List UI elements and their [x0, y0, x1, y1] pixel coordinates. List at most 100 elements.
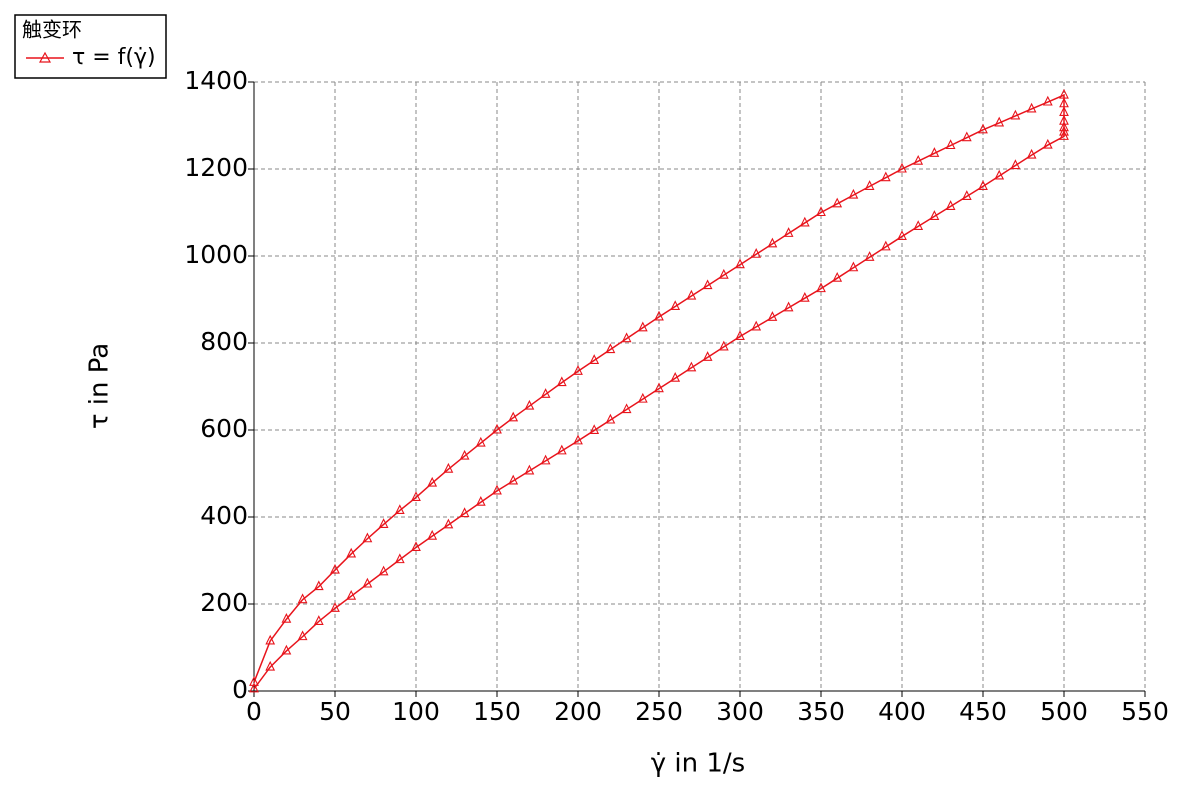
data-point: [492, 484, 502, 495]
data-point: [702, 351, 713, 361]
data-point: [961, 190, 972, 200]
data-point: [799, 216, 810, 227]
data-point: [524, 464, 535, 475]
data-point: [378, 518, 389, 528]
data-point: [492, 423, 502, 434]
legend-marker: [38, 51, 52, 63]
data-point: [735, 330, 745, 341]
data-point: [1059, 114, 1069, 125]
data-point: [670, 300, 681, 311]
data-point: [330, 602, 340, 612]
data-point: [718, 268, 729, 279]
x-tick-label: 500: [1040, 697, 1088, 726]
data-point: [556, 376, 567, 387]
data-point: [702, 279, 713, 290]
data-point: [1059, 130, 1069, 140]
data-point: [751, 248, 762, 258]
data-point: [783, 227, 794, 237]
data-point: [605, 413, 616, 424]
data-point: [249, 676, 259, 686]
y-axis-label: τ in Pa: [85, 343, 115, 429]
y-tick-label: 1400: [184, 66, 248, 95]
y-tick-label: 0: [232, 675, 248, 704]
data-point: [864, 180, 875, 190]
data-point: [637, 392, 648, 403]
y-tick-label: 1000: [184, 240, 248, 269]
data-point: [556, 444, 567, 455]
data-point: [362, 532, 373, 543]
data-point: [751, 320, 762, 331]
data-point: [508, 411, 519, 422]
data-point: [994, 116, 1005, 127]
x-tick-label: 550: [1121, 697, 1169, 726]
data-point: [281, 612, 292, 623]
data-point: [1059, 125, 1069, 136]
data-point: [427, 476, 438, 487]
data-point: [621, 332, 632, 343]
data-point: [945, 139, 956, 150]
data-point: [605, 343, 616, 354]
data-point: [880, 240, 891, 251]
data-point: [1026, 102, 1037, 113]
y-tick-label: 800: [200, 327, 248, 356]
x-tick-label: 250: [635, 697, 683, 726]
data-point: [832, 271, 843, 282]
data-point: [1042, 138, 1053, 149]
x-tick-label: 50: [319, 697, 351, 726]
data-point: [654, 382, 664, 393]
data-line: [253, 93, 1065, 690]
data-point: [524, 399, 535, 410]
data-point: [394, 553, 405, 564]
data-point: [540, 454, 551, 465]
data-point: [508, 474, 519, 485]
data-point: [913, 220, 924, 230]
data-point: [897, 162, 907, 173]
data-point: [897, 230, 907, 240]
data-point: [994, 169, 1005, 180]
data-point: [864, 251, 875, 261]
data-point: [799, 291, 810, 302]
x-tick-label: 450: [959, 697, 1007, 726]
data-point: [475, 495, 486, 506]
data-point: [540, 388, 551, 398]
y-tick-label: 400: [200, 501, 248, 530]
data-point: [589, 354, 600, 364]
legend-box: [14, 14, 167, 79]
data-point: [475, 436, 486, 447]
data-point: [832, 197, 843, 208]
data-point: [913, 154, 924, 165]
data-point: [411, 491, 421, 501]
data-point: [686, 361, 697, 372]
data-point: [961, 131, 972, 142]
data-point: [313, 615, 324, 625]
data-point: [1026, 148, 1037, 159]
x-tick-label: 300: [716, 697, 764, 726]
data-point: [394, 504, 405, 515]
data-point: [816, 282, 826, 293]
data-point: [459, 507, 470, 518]
data-point: [718, 340, 729, 351]
x-axis-label: γ̇ in 1/s: [651, 749, 745, 779]
data-point: [767, 311, 778, 321]
data-point: [346, 589, 357, 600]
x-tick-label: 400: [878, 697, 926, 726]
data-point: [589, 424, 600, 434]
data-point: [265, 634, 276, 645]
data-point: [297, 593, 308, 604]
x-tick-label: 0: [246, 697, 262, 726]
data-point: [573, 365, 583, 375]
data-point: [330, 563, 340, 574]
data-point: [945, 200, 956, 210]
data-point: [411, 541, 421, 551]
x-tick-label: 350: [797, 697, 845, 726]
data-point: [281, 644, 292, 655]
data-point: [621, 403, 632, 414]
data-point: [929, 147, 940, 157]
data-point: [848, 261, 859, 272]
data-point: [573, 434, 583, 445]
data-point: [767, 237, 778, 248]
data-point: [686, 289, 697, 300]
data-point: [443, 518, 454, 529]
y-tick-label: 600: [200, 414, 248, 443]
data-point: [378, 565, 389, 576]
